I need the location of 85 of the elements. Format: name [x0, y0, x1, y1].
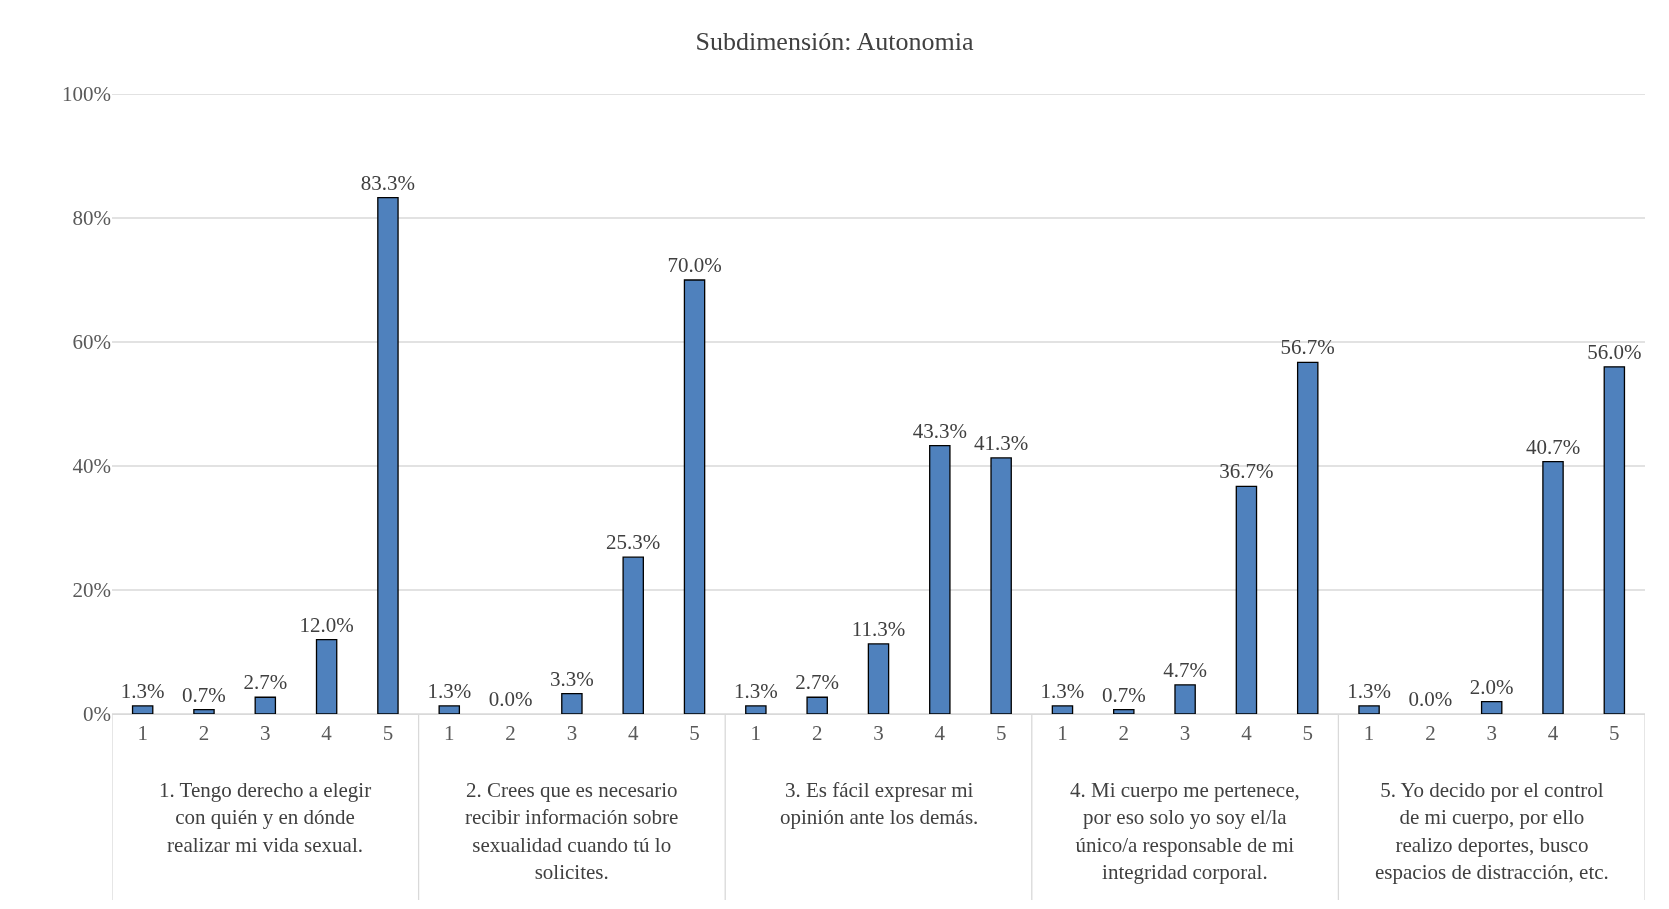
x-tick-label: 3	[873, 721, 884, 746]
bar	[1542, 461, 1564, 714]
x-tick-label: 1	[1363, 721, 1375, 746]
bar	[254, 696, 277, 714]
data-label: 12.0%	[299, 612, 354, 637]
bar	[315, 638, 338, 714]
data-label: 56.0%	[1587, 339, 1642, 364]
text: 3. Es fácil expresar mi opinión ante los demás.	[780, 778, 979, 830]
x-tick-label: 2	[198, 721, 210, 746]
data-label: 11.3%	[851, 616, 906, 641]
x-tick-label: 5	[1302, 721, 1313, 746]
data-label: 40.7%	[1525, 434, 1581, 459]
data-label: 83.3%	[360, 170, 416, 195]
bar	[1235, 485, 1258, 714]
data-label: 0.0%	[1408, 687, 1453, 711]
bar	[438, 705, 461, 714]
bar	[1174, 684, 1196, 714]
data-label: 2.0%	[1469, 674, 1514, 699]
x-tick-label: 2	[1425, 721, 1436, 746]
x-tick-label: 2	[1118, 721, 1130, 746]
data-label: 36.7%	[1219, 459, 1274, 484]
bar	[745, 705, 767, 714]
data-label: 1.3%	[1347, 678, 1391, 703]
data-label: 1.3%	[427, 678, 472, 703]
bar	[929, 444, 951, 714]
data-label: 2.7%	[795, 670, 840, 695]
x-tick-label: 4	[934, 721, 946, 746]
x-tick-label: 1	[750, 721, 762, 746]
data-label: 1.3%	[733, 678, 778, 703]
data-label: 0.7%	[1101, 682, 1146, 707]
bar	[1296, 361, 1319, 714]
x-tick-label: 4	[321, 721, 333, 746]
x-tick-label: 5	[689, 721, 700, 746]
x-tick-label: 5	[1609, 721, 1620, 746]
x-tick-label: 1	[137, 721, 148, 746]
x-tick-label: 3	[566, 721, 578, 746]
data-label: 25.3%	[606, 530, 661, 555]
bar	[622, 556, 644, 714]
x-tick-label: 4	[1547, 721, 1559, 746]
y-tick-label: 0%	[83, 702, 111, 727]
bar	[193, 709, 215, 714]
x-tick-label: 4	[627, 721, 639, 746]
bar	[561, 692, 583, 714]
y-tick-label: 60%	[72, 330, 111, 355]
bar	[1480, 700, 1503, 714]
bar	[1051, 705, 1074, 714]
data-label: 0.7%	[182, 682, 226, 707]
bar	[377, 196, 399, 714]
text: 4. Mi cuerpo me pertenece, por eso solo yo soy el/la único/a responsable de mi integridad corporal.	[1070, 778, 1300, 884]
data-label: 56.7%	[1280, 335, 1335, 360]
x-tick-label: 1	[444, 721, 455, 746]
data-label: 1.3%	[1040, 678, 1085, 703]
bar	[1358, 705, 1380, 714]
x-tick-label: 2	[505, 721, 516, 746]
bar	[1603, 366, 1626, 714]
data-label: 1.3%	[120, 678, 165, 703]
y-tick-label: 80%	[72, 206, 111, 231]
data-label: 3.3%	[550, 666, 594, 691]
y-tick-label: 100%	[62, 82, 111, 107]
text: 2. Crees que es necesario recibir información sobre sexualidad cuando tú lo solicites.	[465, 778, 679, 884]
data-label: 2.7%	[243, 670, 288, 695]
bar	[683, 279, 706, 714]
x-tick-label: 5	[995, 721, 1007, 746]
bar	[806, 696, 828, 714]
text: 5. Yo decido por el control de mi cuerpo, por ello realizo deportes, busco espacios de distracción, etc.	[1375, 778, 1609, 884]
data-label: 41.3%	[974, 430, 1029, 455]
x-tick-label: 3	[1179, 721, 1191, 746]
y-tick-label: 40%	[72, 454, 111, 479]
x-tick-label: 3	[1486, 721, 1497, 746]
bar	[990, 457, 1012, 714]
x-tick-label: 2	[811, 721, 823, 746]
bar	[867, 643, 890, 714]
x-tick-label: 4	[1241, 721, 1253, 746]
bar	[131, 705, 154, 714]
x-tick-label: 5	[382, 721, 394, 746]
data-label: 4.7%	[1163, 657, 1207, 682]
x-tick-label: 3	[260, 721, 271, 746]
data-label: 0.0%	[488, 687, 533, 711]
bar	[1113, 709, 1135, 714]
text: 1. Tengo derecho a elegir con quién y en dónde realizar mi vida sexual.	[159, 778, 372, 857]
data-label: 43.3%	[912, 418, 967, 443]
x-tick-label: 1	[1057, 721, 1068, 746]
chart-title: Subdimensión: Autonomia	[695, 27, 974, 56]
data-label: 70.0%	[667, 253, 722, 277]
y-tick-label: 20%	[72, 578, 111, 603]
